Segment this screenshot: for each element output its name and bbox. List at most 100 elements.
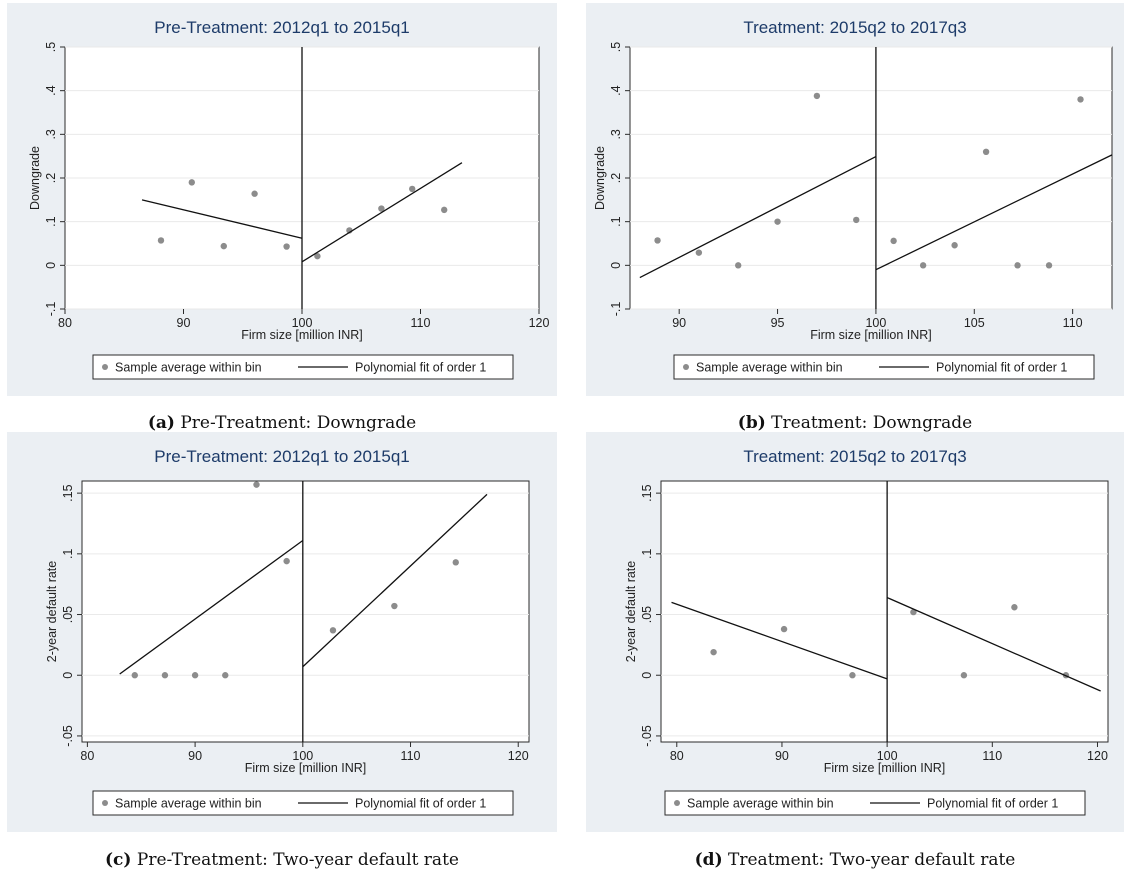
x-tick-label: 100 <box>877 749 898 763</box>
fit-line <box>302 493 488 668</box>
chart-title: Pre-Treatment: 2012q1 to 2015q1 <box>154 18 409 37</box>
data-point <box>251 190 258 197</box>
data-point <box>735 262 742 269</box>
y-axis-label: Downgrade <box>593 146 607 210</box>
data-point <box>409 185 416 193</box>
y-tick-label: .5 <box>44 42 58 52</box>
legend-point-symbol <box>102 364 108 370</box>
legend-label: Polynomial fit of order 1 <box>355 361 486 375</box>
caption-label: (a) <box>147 413 175 433</box>
caption-b: (b) Treatment: Downgrade <box>586 413 1124 433</box>
legend-label: Sample average within bin <box>696 361 843 375</box>
data-point <box>890 237 897 245</box>
y-tick-label: .1 <box>44 216 58 226</box>
chart-title: Treatment: 2015q2 to 2017q3 <box>743 18 966 37</box>
y-tick-label: .05 <box>640 606 654 623</box>
x-tick-label: 120 <box>529 316 550 330</box>
y-axis-label: 2-year default rate <box>45 561 59 662</box>
x-tick-label: 110 <box>1063 316 1083 330</box>
data-point <box>849 672 856 679</box>
data-point <box>774 218 781 225</box>
x-axis-label: Firm size [million INR] <box>245 761 367 775</box>
data-point <box>654 237 661 244</box>
legend-label: Sample average within bin <box>115 361 262 375</box>
x-tick-label: 120 <box>1087 749 1108 763</box>
legend-label: Sample average within bin <box>115 797 262 811</box>
x-tick-label: 120 <box>508 749 529 763</box>
caption-a: (a) Pre-Treatment: Downgrade <box>7 413 557 433</box>
legend: Sample average within bin Polynomial fit … <box>92 354 514 380</box>
data-point <box>951 242 958 249</box>
data-point <box>253 481 260 488</box>
y-tick-label: -.05 <box>61 725 75 747</box>
legend-point-symbol <box>102 800 108 806</box>
caption-text: Treatment: Two-year default rate <box>728 850 1016 870</box>
fit-line <box>119 539 304 675</box>
data-point <box>910 608 917 616</box>
y-tick-label: 0 <box>640 672 654 679</box>
data-point <box>314 252 321 260</box>
legend-point-symbol <box>683 364 689 370</box>
y-axis-label: Downgrade <box>28 146 42 210</box>
y-tick-label: -.05 <box>640 725 654 747</box>
x-tick-label: 95 <box>771 316 785 330</box>
data-point <box>188 179 195 186</box>
fit-line <box>141 199 303 239</box>
legend: Sample average within bin Polynomial fit … <box>92 790 514 816</box>
y-tick-label: .15 <box>640 484 654 501</box>
data-point <box>131 672 138 679</box>
data-point <box>695 249 703 256</box>
chart-panel-d: Treatment: 2015q2 to 2017q3 -.05 0 .05 .1 .15… <box>586 432 1124 832</box>
legend-label: Polynomial fit of order 1 <box>927 797 1058 811</box>
data-point <box>441 206 448 214</box>
y-tick-label: .1 <box>640 549 654 559</box>
caption-d: (d) Treatment: Two-year default rate <box>586 850 1124 870</box>
data-point <box>220 242 227 250</box>
y-tick-label: 0 <box>44 262 58 269</box>
caption-label: (d) <box>694 850 723 870</box>
fit-line <box>875 154 1113 271</box>
x-tick-label: 110 <box>401 749 421 763</box>
y-tick-label: .2 <box>609 173 623 183</box>
legend-label: Sample average within bin <box>687 797 834 811</box>
legend-label: Polynomial fit of order 1 <box>936 361 1067 375</box>
chart-svg: Pre-Treatment: 2012q1 to 2015q1 -.1 0 .1 .2.… <box>28 18 550 380</box>
y-tick-label: .1 <box>61 549 75 559</box>
caption-text: Treatment: Downgrade <box>771 413 973 433</box>
chart-panel-b: Treatment: 2015q2 to 2017q3 -.1 0 .1 .2 .3 .4.… <box>586 3 1124 396</box>
data-point <box>982 148 990 155</box>
caption-c: (c) Pre-Treatment: Two-year default rate <box>7 850 557 870</box>
legend-point-symbol <box>674 800 680 806</box>
y-axis-label: 2-year default rate <box>624 561 638 662</box>
data-point <box>283 557 290 565</box>
caption-text: Pre-Treatment: Downgrade <box>180 413 417 433</box>
data-point <box>853 216 860 224</box>
y-tick-label: .3 <box>609 129 623 139</box>
data-point <box>919 262 927 269</box>
data-point <box>391 602 398 610</box>
y-tick-label: .5 <box>609 42 623 52</box>
chart-svg: Treatment: 2015q2 to 2017q3 -.1 0 .1 .2 .3 .4.… <box>593 18 1113 380</box>
data-point <box>157 237 165 244</box>
fit-line <box>671 601 888 680</box>
data-point <box>780 625 788 633</box>
x-tick-label: 90 <box>188 749 202 763</box>
chart-title: Treatment: 2015q2 to 2017q3 <box>743 447 966 466</box>
x-tick-label: 90 <box>672 316 686 330</box>
data-point <box>960 672 968 679</box>
y-tick-label: .4 <box>44 85 58 95</box>
caption-text: Pre-Treatment: Two-year default rate <box>136 850 459 870</box>
data-point <box>161 672 169 679</box>
legend: Sample average within bin Polynomial fit … <box>673 354 1095 380</box>
data-point <box>329 627 337 634</box>
x-axis-label: Firm size [million INR] <box>810 328 932 342</box>
fit-line <box>639 156 877 279</box>
data-point <box>1011 604 1018 611</box>
data-point <box>378 205 385 212</box>
x-tick-label: 80 <box>670 749 684 763</box>
data-point <box>283 243 290 250</box>
data-point <box>191 672 199 679</box>
data-point <box>452 559 459 566</box>
y-tick-label: .05 <box>61 606 75 623</box>
x-tick-label: 105 <box>964 316 985 330</box>
